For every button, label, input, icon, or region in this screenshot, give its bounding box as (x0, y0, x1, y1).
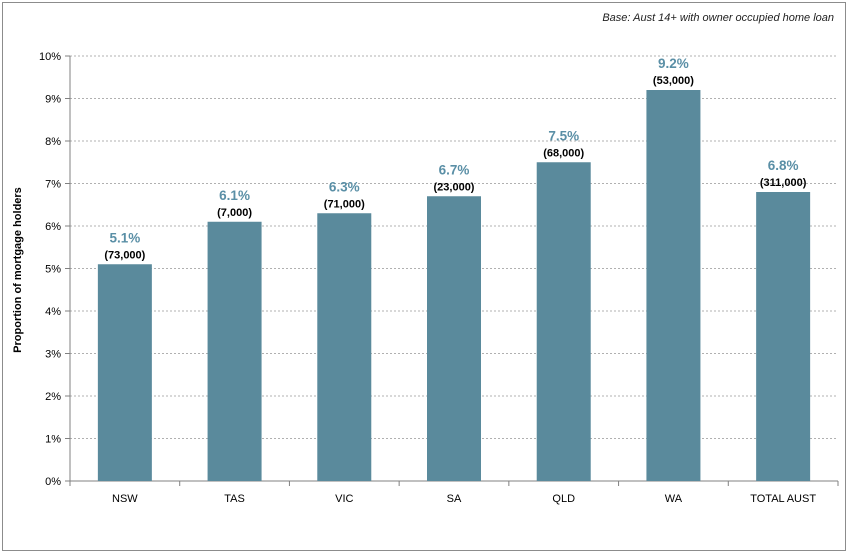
bar (646, 90, 701, 481)
x-tick-label: VIC (335, 493, 353, 505)
value-label: 6.7% (439, 162, 470, 177)
x-tick-label: TAS (224, 493, 245, 505)
bar (756, 192, 811, 481)
x-tick-label: SA (447, 493, 462, 505)
value-label: 5.1% (109, 230, 140, 245)
bar (207, 221, 262, 481)
x-tick-label: NSW (112, 493, 138, 505)
value-label: 9.2% (658, 56, 689, 71)
x-tick-label: WA (665, 493, 683, 505)
bar (97, 264, 152, 481)
count-label: (311,000) (760, 177, 807, 189)
y-tick-label: 5% (45, 264, 61, 276)
y-tick-label: 2% (45, 391, 61, 403)
x-tick-label: TOTAL AUST (750, 493, 816, 505)
value-label: 6.3% (329, 179, 360, 194)
count-label: (73,000) (104, 249, 145, 261)
count-label: (7,000) (217, 207, 252, 219)
y-tick-label: 6% (45, 221, 61, 233)
count-label: (23,000) (434, 181, 475, 193)
y-tick-label: 0% (45, 476, 61, 488)
bar (536, 162, 591, 481)
y-tick-label: 10% (39, 51, 61, 63)
y-tick-label: 7% (45, 179, 61, 191)
value-label: 6.8% (768, 158, 799, 173)
count-label: (71,000) (324, 198, 365, 210)
value-label: 7.5% (548, 128, 579, 143)
value-label: 6.1% (219, 188, 250, 203)
y-tick-label: 9% (45, 94, 61, 106)
bar (427, 196, 481, 481)
count-label: (68,000) (543, 147, 584, 159)
base-note: Base: Aust 14+ with owner occupied home … (602, 12, 834, 24)
x-tick-label: QLD (552, 493, 575, 505)
bar (317, 213, 372, 481)
count-label: (53,000) (653, 75, 694, 87)
y-tick-label: 3% (45, 349, 61, 361)
y-tick-label: 1% (45, 434, 61, 446)
y-tick-label: 8% (45, 136, 61, 148)
y-tick-label: 4% (45, 306, 61, 318)
